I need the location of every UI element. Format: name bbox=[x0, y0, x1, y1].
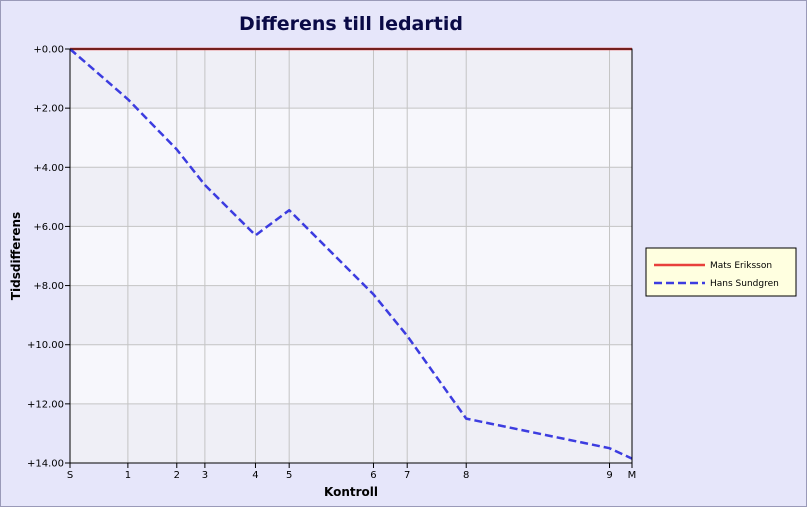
y-tick-label: +14.00 bbox=[27, 459, 64, 470]
plot-band bbox=[70, 226, 632, 286]
x-tick-label: 8 bbox=[463, 470, 469, 481]
x-tick-label: S bbox=[67, 470, 73, 481]
plot-band bbox=[70, 49, 632, 109]
x-axis-ticks: S 1 2 3 4 5 6 7 8 9 M bbox=[67, 463, 637, 481]
y-axis-label: Tidsdifferens bbox=[9, 212, 23, 300]
x-tick-label: 5 bbox=[286, 470, 292, 481]
y-tick-label: +6.00 bbox=[33, 222, 64, 233]
plot-band bbox=[70, 108, 632, 168]
y-tick-label: +4.00 bbox=[33, 163, 64, 174]
y-tick-label: +0.00 bbox=[33, 45, 64, 56]
x-tick-label: M bbox=[628, 470, 637, 481]
legend-box bbox=[645, 247, 797, 297]
x-tick-label: 2 bbox=[174, 470, 180, 481]
plot-band bbox=[70, 344, 632, 404]
legend-label-mats-eriksson: Mats Eriksson bbox=[710, 261, 772, 271]
legend: Mats Eriksson Hans Sundgren bbox=[645, 247, 797, 297]
plot-background bbox=[70, 49, 632, 463]
chart-title: Differens till ledartid bbox=[239, 13, 463, 35]
series-line-hans-sundgren bbox=[69, 48, 633, 460]
x-tick-label: 1 bbox=[125, 470, 131, 481]
plot-band bbox=[70, 285, 632, 345]
plot-band bbox=[70, 403, 632, 463]
y-tick-label: +8.00 bbox=[33, 281, 64, 292]
plot-border bbox=[69, 48, 633, 464]
legend-label-hans-sundgren: Hans Sundgren bbox=[710, 279, 779, 289]
y-tick-label: +12.00 bbox=[27, 399, 64, 410]
y-tick-label: +2.00 bbox=[33, 104, 64, 115]
x-tick-label: 9 bbox=[606, 470, 612, 481]
x-tick-label: 3 bbox=[202, 470, 208, 481]
x-axis-label: Kontroll bbox=[324, 485, 378, 499]
x-tick-label: 7 bbox=[404, 470, 410, 481]
x-tick-label: 4 bbox=[252, 470, 258, 481]
y-tick-label: +10.00 bbox=[27, 340, 64, 351]
plot-band bbox=[70, 167, 632, 227]
x-tick-label: 6 bbox=[370, 470, 376, 481]
y-axis-ticks: +0.00 +2.00 +4.00 +6.00 +8.00 +10.00 +12.00 +14… bbox=[27, 45, 70, 470]
